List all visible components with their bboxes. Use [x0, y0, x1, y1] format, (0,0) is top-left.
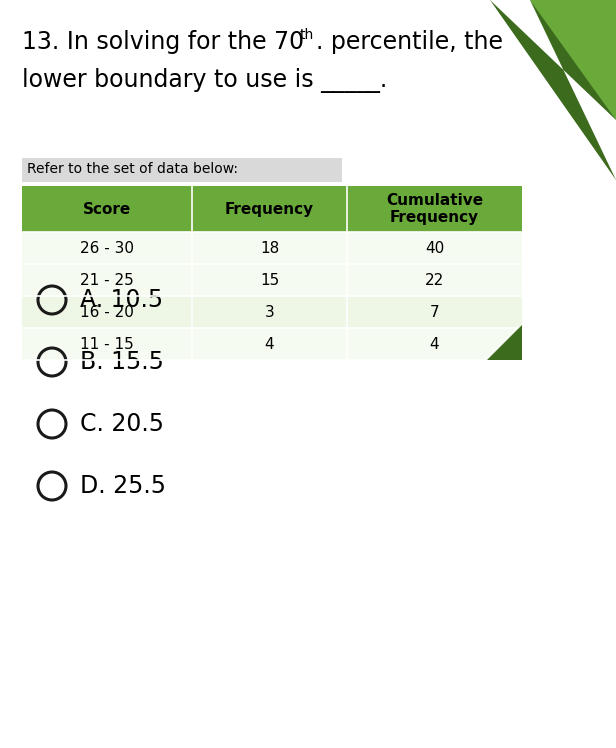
Text: 11 - 15: 11 - 15: [80, 337, 134, 352]
Text: Frequency: Frequency: [225, 201, 314, 216]
Text: 18: 18: [260, 241, 279, 256]
FancyBboxPatch shape: [22, 232, 522, 264]
Text: 40: 40: [425, 241, 444, 256]
Text: 4: 4: [430, 337, 439, 352]
FancyBboxPatch shape: [22, 328, 522, 360]
Polygon shape: [487, 325, 522, 360]
Text: . percentile, the: . percentile, the: [316, 30, 503, 54]
Text: 16 - 20: 16 - 20: [80, 304, 134, 319]
Text: Cumulative
Frequency: Cumulative Frequency: [386, 193, 483, 225]
Text: D. 25.5: D. 25.5: [80, 474, 166, 498]
Text: C. 20.5: C. 20.5: [80, 412, 164, 436]
Text: 22: 22: [425, 272, 444, 287]
Text: 21 - 25: 21 - 25: [80, 272, 134, 287]
Text: lower boundary to use is _____.: lower boundary to use is _____.: [22, 68, 387, 93]
FancyBboxPatch shape: [22, 296, 522, 328]
Polygon shape: [490, 0, 616, 180]
Text: B. 15.5: B. 15.5: [80, 350, 164, 374]
FancyBboxPatch shape: [22, 186, 522, 232]
Polygon shape: [530, 0, 616, 120]
Text: 4: 4: [265, 337, 274, 352]
Text: 3: 3: [265, 304, 274, 319]
Text: 15: 15: [260, 272, 279, 287]
Text: A. 10.5: A. 10.5: [80, 288, 163, 312]
Text: Refer to the set of data below:: Refer to the set of data below:: [27, 162, 238, 176]
Text: 13. In solving for the 70: 13. In solving for the 70: [22, 30, 304, 54]
FancyBboxPatch shape: [22, 158, 342, 182]
Text: Score: Score: [83, 201, 131, 216]
Text: 7: 7: [430, 304, 439, 319]
Text: th: th: [300, 28, 314, 42]
Polygon shape: [490, 0, 616, 180]
FancyBboxPatch shape: [22, 264, 522, 296]
Text: 26 - 30: 26 - 30: [80, 241, 134, 256]
